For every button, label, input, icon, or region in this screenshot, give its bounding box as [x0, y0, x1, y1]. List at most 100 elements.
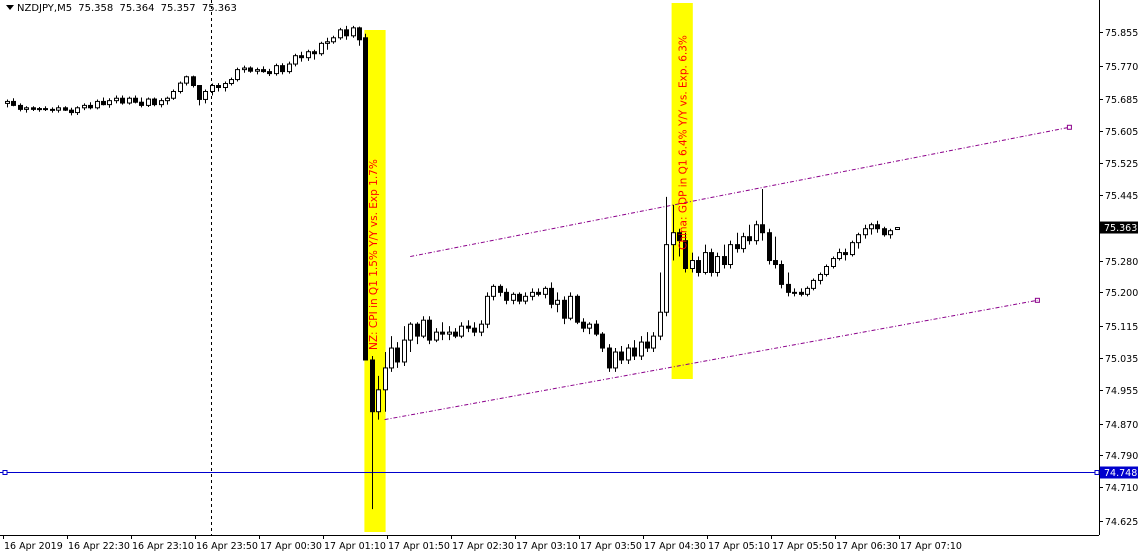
candle	[786, 272, 791, 297]
candle	[882, 226, 887, 237]
candle	[651, 332, 656, 353]
candle	[747, 224, 752, 245]
candle	[831, 256, 836, 269]
candle-body	[786, 283, 791, 293]
channel-upper-line[interactable]	[410, 126, 1070, 258]
y-tick-label: 74.790	[1105, 451, 1138, 462]
candle	[114, 95, 119, 104]
candle-body	[31, 107, 36, 110]
candle	[619, 346, 624, 364]
candle	[146, 97, 151, 107]
candle	[357, 26, 362, 46]
candle-body	[319, 42, 324, 55]
candle	[235, 67, 240, 82]
candle-body	[184, 76, 189, 84]
candle	[376, 375, 381, 420]
candle-body	[562, 299, 567, 319]
y-tick-label: 75.115	[1105, 322, 1138, 333]
chevron-down-icon[interactable]	[6, 5, 14, 10]
trend-channel[interactable]	[0, 124, 1100, 475]
candle	[434, 328, 439, 343]
candle	[229, 77, 234, 86]
candle	[383, 352, 388, 412]
candle	[818, 272, 823, 285]
candle	[843, 248, 848, 261]
candle	[210, 83, 215, 96]
candle	[594, 320, 599, 337]
hline-handle[interactable]	[1094, 470, 1100, 475]
event-label: China: GDP in Q1 6.4% Y/Y vs. Exp. 6.3%	[677, 35, 689, 250]
candle	[767, 228, 772, 265]
candle-body	[101, 100, 106, 106]
candle	[459, 322, 464, 339]
candle-body	[408, 323, 413, 341]
candle-body	[696, 260, 701, 273]
candle	[184, 75, 189, 86]
candle-body	[37, 108, 42, 111]
candle-body	[619, 351, 624, 361]
candle	[50, 107, 55, 113]
candle	[312, 49, 317, 60]
candle	[261, 66, 266, 73]
candle	[447, 326, 452, 341]
x-tick-label: 17 Apr 02:30	[452, 541, 514, 552]
candle-body	[178, 82, 183, 92]
candle	[696, 256, 701, 277]
candle-body	[114, 97, 119, 102]
candle-body	[95, 100, 100, 109]
candle-body	[159, 100, 164, 106]
candle-body	[415, 323, 420, 337]
candle-body	[709, 252, 714, 273]
event-labels: NZ: CPI in Q1 1.5% Y/Y vs. Exp 1.7% China…	[368, 35, 689, 350]
candle	[895, 227, 900, 231]
candle-body	[741, 236, 746, 250]
candle	[664, 196, 669, 317]
candle	[773, 236, 778, 269]
candle	[863, 224, 868, 239]
chart-frame	[0, 0, 1100, 536]
channel-upper-line-handle[interactable]	[1066, 124, 1072, 130]
x-tick-label: 17 Apr 01:10	[324, 541, 386, 552]
candle	[395, 342, 400, 368]
event-label: NZ: CPI in Q1 1.5% Y/Y vs. Exp 1.7%	[368, 159, 380, 350]
candle	[779, 260, 784, 289]
hline-handle[interactable]	[2, 470, 8, 475]
candle-body	[491, 285, 496, 297]
candle	[274, 63, 279, 76]
candle-body	[274, 65, 279, 75]
channel-lower-line[interactable]	[384, 299, 1038, 421]
candle-body	[658, 311, 663, 337]
candle	[632, 340, 637, 360]
candle	[408, 322, 413, 353]
candle	[171, 89, 176, 100]
candle-body	[587, 323, 592, 329]
candle-body	[581, 321, 586, 329]
candle-body	[56, 107, 61, 111]
candle	[402, 326, 407, 366]
candle-body	[235, 69, 240, 81]
event-highlights	[364, 3, 693, 532]
candle-body	[799, 291, 804, 295]
candle	[671, 204, 676, 261]
candle	[562, 296, 567, 325]
candle	[216, 83, 221, 92]
candle	[504, 288, 509, 305]
candle-body	[818, 273, 823, 281]
channel-lower-line-handle[interactable]	[1034, 297, 1040, 303]
x-tick-label: 16 Apr 23:50	[196, 541, 258, 552]
candle-body	[600, 333, 605, 349]
candle	[466, 320, 471, 333]
candle	[607, 344, 612, 372]
candle-body	[11, 100, 16, 106]
candle-body	[555, 299, 560, 305]
candle	[299, 51, 304, 62]
candle	[888, 228, 893, 239]
candle	[869, 222, 874, 235]
low-value: 75.357	[160, 3, 196, 14]
candle	[344, 25, 349, 40]
candle-body	[402, 339, 407, 363]
candle	[587, 322, 592, 335]
y-tick-label: 75.525	[1105, 159, 1138, 170]
candles	[5, 25, 900, 510]
